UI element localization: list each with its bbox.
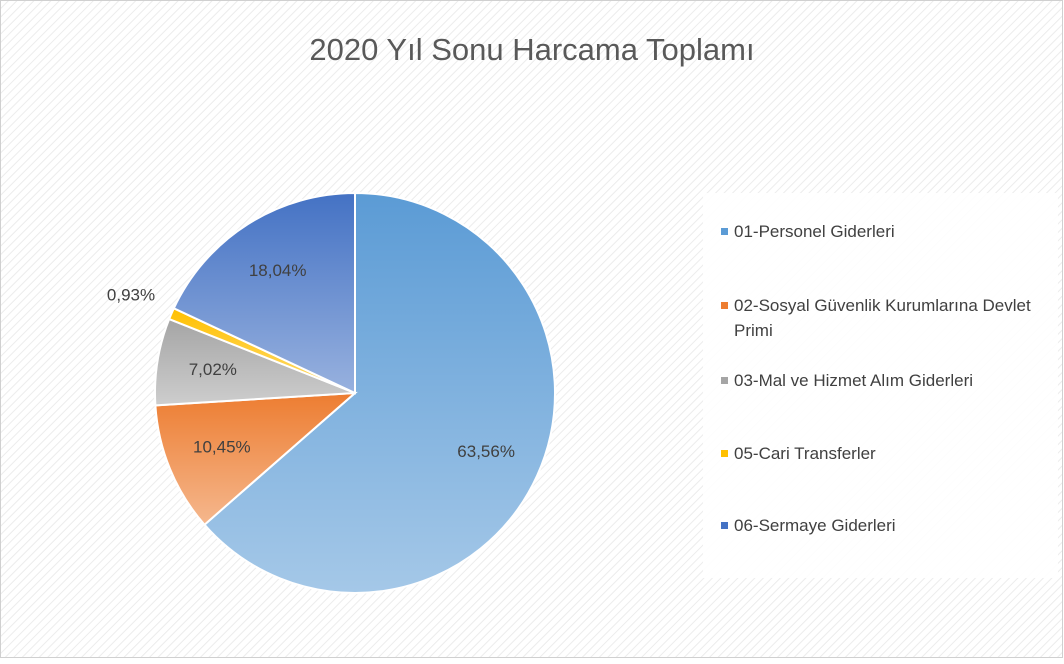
legend-swatch [721, 228, 728, 235]
legend-item: 01-Personel Giderleri [721, 219, 1051, 244]
slice-shine [155, 393, 355, 525]
data-label: 0,93% [107, 286, 155, 305]
legend-item: 06-Sermaye Giderleri [721, 513, 1051, 538]
legend-label: 05-Cari Transferler [734, 444, 876, 463]
legend-label: 06-Sermaye Giderleri [734, 516, 896, 535]
legend-label: 01-Personel Giderleri [734, 222, 895, 241]
legend-swatch [721, 377, 728, 384]
legend-swatch [721, 522, 728, 529]
legend: 01-Personel Giderleri 02-Sosyal Güvenlik … [703, 193, 1058, 578]
data-label: 18,04% [249, 261, 307, 280]
chart-title: 2020 Yıl Sonu Harcama Toplamı [309, 32, 754, 67]
slice-shine [173, 193, 355, 393]
slice-shine [155, 319, 355, 406]
data-label: 7,02% [189, 360, 237, 379]
legend-swatch [721, 302, 728, 309]
legend-label: 02-Sosyal Güvenlik Kurumlarına Devlet Pr… [734, 296, 1031, 340]
data-label: 10,45% [193, 437, 251, 456]
legend-swatch [721, 450, 728, 457]
legend-item: 02-Sosyal Güvenlik Kurumlarına Devlet Pr… [721, 293, 1051, 343]
slice-shine [204, 193, 556, 593]
legend-label: 03-Mal ve Hizmet Alım Giderleri [734, 371, 974, 390]
legend-item: 03-Mal ve Hizmet Alım Giderleri [721, 368, 1051, 393]
data-label: 63,56% [457, 442, 515, 461]
legend-item: 05-Cari Transferler [721, 441, 1051, 466]
